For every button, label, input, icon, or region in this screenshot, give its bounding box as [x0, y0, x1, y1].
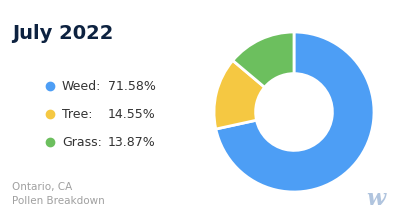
Text: July 2022: July 2022 — [12, 24, 113, 43]
Wedge shape — [233, 32, 294, 87]
Wedge shape — [214, 60, 265, 129]
Text: 71.58%: 71.58% — [108, 80, 156, 93]
Text: 14.55%: 14.55% — [108, 108, 156, 121]
Text: Tree:: Tree: — [62, 108, 92, 121]
Text: w: w — [366, 188, 385, 210]
Text: Weed:: Weed: — [62, 80, 101, 93]
Text: Ontario, CA: Ontario, CA — [12, 182, 72, 192]
Text: Pollen Breakdown: Pollen Breakdown — [12, 196, 105, 206]
Text: Grass:: Grass: — [62, 136, 102, 149]
Wedge shape — [216, 32, 374, 192]
Text: 13.87%: 13.87% — [108, 136, 156, 149]
